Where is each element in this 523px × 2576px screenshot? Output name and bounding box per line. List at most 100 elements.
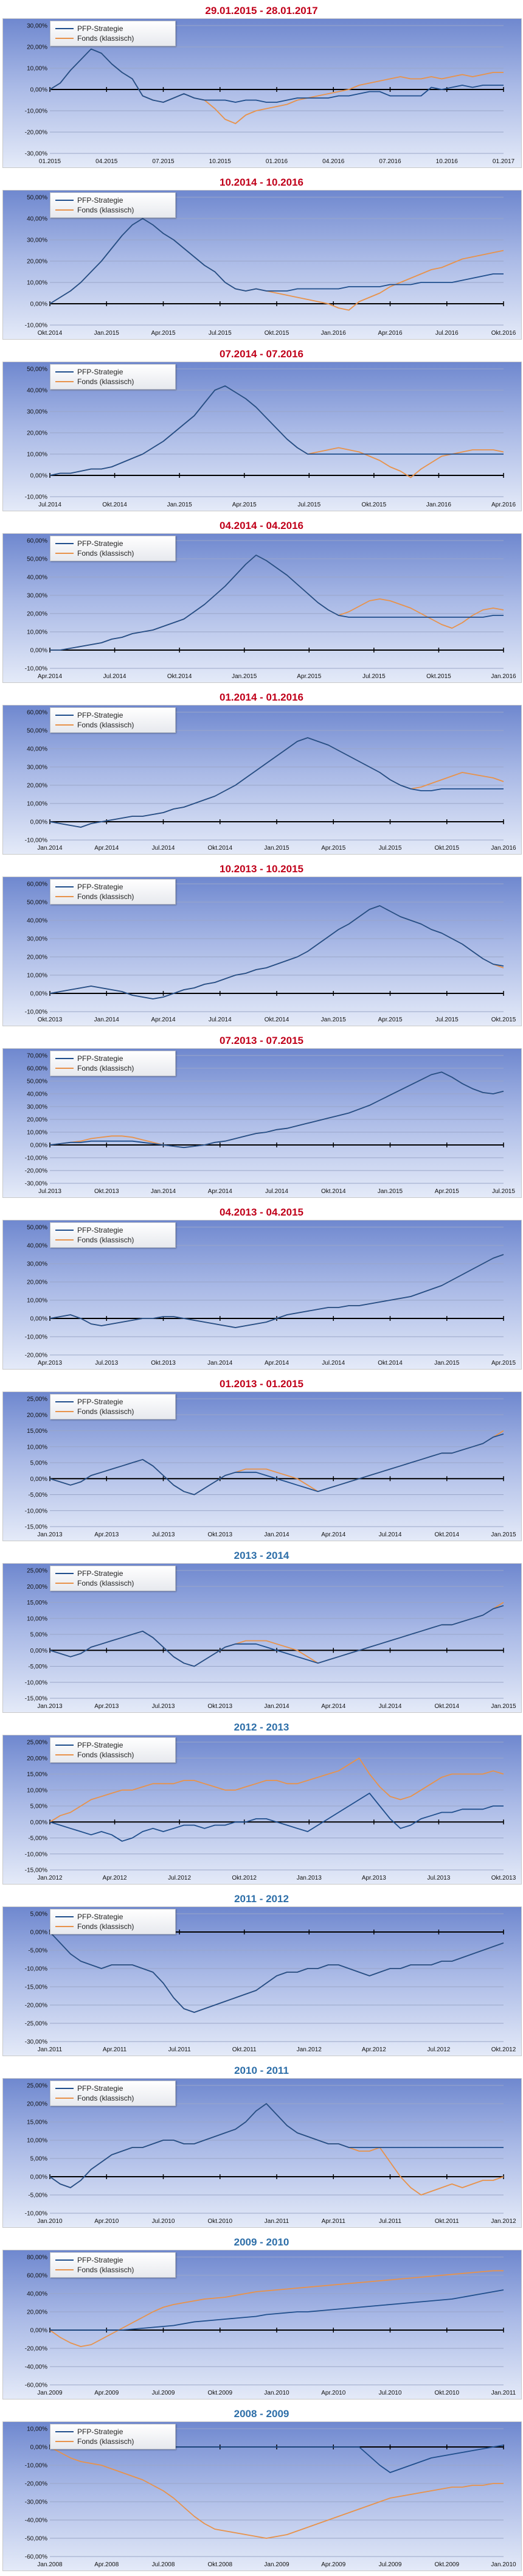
x-tick-label: Jul.2015 <box>379 845 402 852</box>
series-line-pfp <box>49 1931 504 2013</box>
x-tick-label: Jan.2010 <box>264 2390 289 2396</box>
legend: PFP-Strategie Fonds (klassisch) <box>50 21 176 46</box>
x-tick-label: Okt.2014 <box>167 673 192 680</box>
x-tick-label: Okt.2013 <box>207 1531 232 1538</box>
y-tick-label: 40,00% <box>27 918 47 925</box>
y-tick-label: 25,00% <box>27 1740 47 1746</box>
y-tick-label: -10,00% <box>25 1679 47 1686</box>
x-tick-label: Jul.2013 <box>152 1531 175 1538</box>
chart-panel: 07.2013 - 07.2015 -30,00% -20,00% -10,00% 0,… <box>0 1030 523 1202</box>
legend-swatch <box>55 1926 74 1927</box>
x-tick-label: 10.2015 <box>209 158 232 165</box>
x-tick-label: Jul.2008 <box>152 2561 175 2568</box>
line-chart: -20,00% -10,00% 0,00% 10,00% 20,00% 30,00% 40,… <box>25 1225 516 1367</box>
x-tick-label: Jan.2012 <box>37 1875 63 1881</box>
x-tick-label: Jan.2010 <box>491 2561 516 2568</box>
y-tick-label: 60,00% <box>27 881 47 888</box>
chart-title: 2012 - 2013 <box>234 1721 289 1733</box>
x-tick-label: Okt.2009 <box>434 2561 459 2568</box>
y-tick-label: 25,00% <box>27 2083 47 2090</box>
x-tick-label: Apr.2013 <box>38 1360 62 1367</box>
y-tick-label: 0,00% <box>30 473 47 480</box>
y-tick-label: -5,00% <box>28 1948 47 1955</box>
x-tick-label: Okt.2015 <box>265 330 289 337</box>
y-tick-label: 40,00% <box>27 1243 47 1250</box>
legend-label: PFP-Strategie <box>77 2427 123 2436</box>
legend: PFP-Strategie Fonds (klassisch) <box>50 707 176 733</box>
x-tick-label: Jan.2014 <box>94 1017 120 1023</box>
x-tick-label: 04.2015 <box>95 158 118 165</box>
legend-label: Fonds (klassisch) <box>77 721 134 729</box>
x-tick-label: Apr.2010 <box>321 2390 345 2396</box>
x-tick-label: Jan.2014 <box>37 845 63 852</box>
legend-entry-pfp: PFP-Strategie <box>55 1569 123 1578</box>
y-tick-label: 40,00% <box>27 1091 47 1098</box>
x-tick-label: Apr.2015 <box>491 1360 516 1367</box>
legend-label: PFP-Strategie <box>77 1741 123 1749</box>
x-tick-label: Jan.2015 <box>321 1017 347 1023</box>
x-tick-label: Okt.2010 <box>207 2218 232 2225</box>
legend: PFP-Strategie Fonds (klassisch) <box>50 2424 176 2449</box>
chart-title: 01.2014 - 01.2016 <box>219 691 303 703</box>
y-tick-label: 0,00% <box>30 2328 47 2334</box>
x-tick-label: Apr.2013 <box>94 1703 119 1710</box>
x-tick-label: Jan.2015 <box>232 673 257 680</box>
legend-entry-fonds: Fonds (klassisch) <box>55 1063 134 1073</box>
x-tick-label: Apr.2016 <box>378 330 402 337</box>
chart-panel: 2010 - 2011 -10,00% -5,00% 0,00% 5,00% 10,00%… <box>0 2060 523 2231</box>
x-tick-label: Apr.2014 <box>94 845 119 852</box>
y-tick-label: -60,00% <box>25 2382 47 2389</box>
chart-panel: 29.01.2015 - 28.01.2017 -30,00% -20,00% -10… <box>0 0 523 172</box>
y-tick-label: -30,00% <box>25 2499 47 2506</box>
legend-entry-pfp: PFP-Strategie <box>55 1912 123 1922</box>
y-tick-label: 70,00% <box>27 1053 47 1060</box>
chart-panel: 07.2014 - 07.2016 -10,00% 0,00% 10,00% 20,00… <box>0 343 523 515</box>
legend-entry-pfp: PFP-Strategie <box>55 195 123 205</box>
x-tick-label: Jan.2013 <box>37 1531 63 1538</box>
y-tick-label: -15,00% <box>25 1867 47 1874</box>
legend-entry-fonds: Fonds (klassisch) <box>55 2437 134 2446</box>
legend-entry-pfp: PFP-Strategie <box>55 367 123 377</box>
y-tick-label: 30,00% <box>27 1104 47 1111</box>
x-tick-label: Jan.2011 <box>38 2046 63 2053</box>
y-tick-label: 5,00% <box>30 1911 47 1918</box>
y-tick-label: -10,00% <box>25 2211 47 2217</box>
legend-entry-pfp: PFP-Strategie <box>55 2084 123 2093</box>
series-line-pfp <box>49 737 504 828</box>
x-tick-label: Jan.2014 <box>207 1360 233 1367</box>
chart-panel: 2009 - 2010 -60,00% -40,00% -20,00% 0,00% 20,… <box>0 2231 523 2403</box>
legend-swatch <box>55 2259 74 2261</box>
y-tick-label: -10,00% <box>25 1155 47 1162</box>
legend-entry-fonds: Fonds (klassisch) <box>55 1407 134 1416</box>
y-tick-label: -20,00% <box>25 2481 47 2488</box>
y-tick-label: 20,00% <box>27 1279 47 1286</box>
x-tick-label: Okt.2012 <box>491 2046 516 2053</box>
x-tick-label: Jan.2014 <box>264 1531 289 1538</box>
y-tick-label: -10,00% <box>25 1851 47 1858</box>
x-tick-label: Okt.2014 <box>321 1188 346 1195</box>
x-tick-label: Jan.2014 <box>264 1703 289 1710</box>
series-line-fonds <box>49 1071 504 1149</box>
x-tick-label: Jan.2016 <box>491 673 516 680</box>
x-tick-label: Apr.2012 <box>103 1875 127 1881</box>
y-tick-label: 5,00% <box>30 1460 47 1467</box>
x-tick-label: Jan.2015 <box>264 845 289 852</box>
x-tick-label: Jan.2016 <box>321 330 347 337</box>
y-tick-label: -10,00% <box>25 1334 47 1341</box>
x-tick-label: Jan.2015 <box>434 1360 460 1367</box>
legend: PFP-Strategie Fonds (klassisch) <box>50 536 176 561</box>
y-tick-label: 20,00% <box>27 611 47 618</box>
legend-swatch <box>55 371 74 373</box>
y-tick-label: 60,00% <box>27 1066 47 1073</box>
x-tick-label: Apr.2009 <box>94 2390 119 2396</box>
legend-swatch <box>55 2098 74 2099</box>
x-tick-label: 07.2016 <box>379 158 401 165</box>
y-tick-label: 15,00% <box>27 1428 47 1435</box>
x-tick-label: Apr.2015 <box>151 330 175 337</box>
y-tick-label: 0,00% <box>30 2445 47 2451</box>
y-tick-label: 20,00% <box>27 430 47 437</box>
chart-panel: 2012 - 2013 -15,00% -10,00% -5,00% 0,00% 5,00… <box>0 1717 523 1888</box>
y-tick-label: 40,00% <box>27 2291 47 2298</box>
series-line-fonds <box>49 1931 504 2013</box>
x-tick-label: Jan.2008 <box>37 2561 63 2568</box>
